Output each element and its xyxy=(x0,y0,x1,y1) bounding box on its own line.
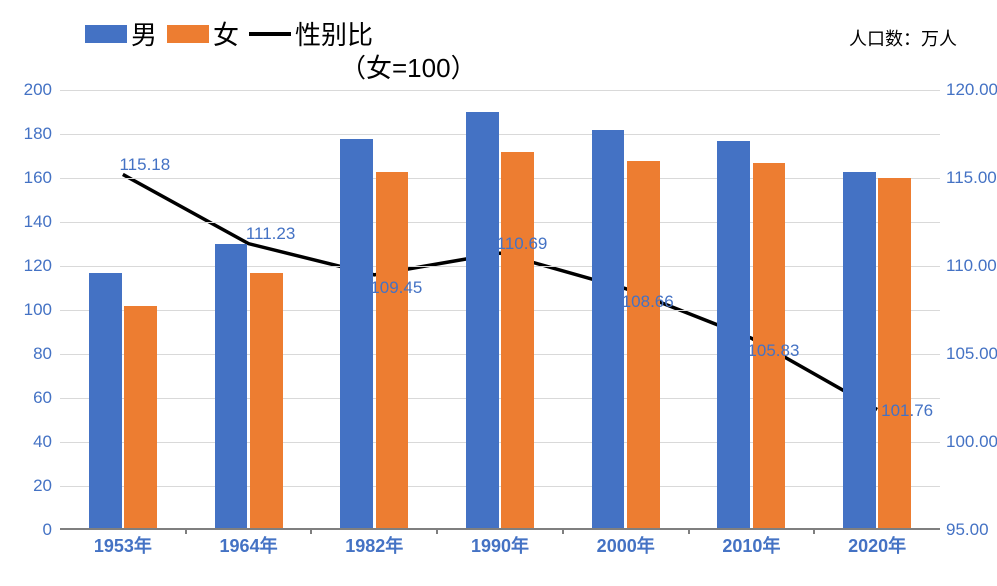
ratio-data-label: 108.66 xyxy=(622,292,674,312)
bar-male xyxy=(717,141,750,528)
legend-swatch-male xyxy=(85,25,127,43)
y1-tick-label: 80 xyxy=(12,344,52,364)
y1-tick-label: 140 xyxy=(12,212,52,232)
x-tick-mark xyxy=(562,528,564,534)
bar-female xyxy=(376,172,409,528)
y1-tick-label: 20 xyxy=(12,476,52,496)
legend: 男 女 性别比 xyxy=(85,15,373,52)
gridline xyxy=(60,486,940,487)
bar-male xyxy=(843,172,876,528)
x-tick-mark xyxy=(688,528,690,534)
ratio-data-label: 101.76 xyxy=(881,401,933,421)
bar-male xyxy=(89,273,122,528)
y2-tick-label: 110.00 xyxy=(946,256,996,276)
gridline xyxy=(60,442,940,443)
legend-item-female: 女 xyxy=(167,15,239,52)
x-tick-mark xyxy=(310,528,312,534)
x-tick-mark xyxy=(436,528,438,534)
y2-tick-label: 120.00 xyxy=(946,80,996,100)
y1-tick-label: 100 xyxy=(12,300,52,320)
x-tick-label: 1990年 xyxy=(471,532,529,558)
gridline xyxy=(60,398,940,399)
legend-swatch-female xyxy=(167,25,209,43)
y2-tick-label: 105.00 xyxy=(946,344,996,364)
x-tick-label: 2020年 xyxy=(848,532,906,558)
y2-tick-label: 115.00 xyxy=(946,168,996,188)
ratio-data-label: 115.18 xyxy=(119,155,170,175)
y1-tick-label: 180 xyxy=(12,124,52,144)
gridline xyxy=(60,222,940,223)
x-tick-label: 2010年 xyxy=(722,532,780,558)
plot-area: 02040608010012014016018020095.00100.0010… xyxy=(60,90,940,530)
legend-item-male: 男 xyxy=(85,15,157,52)
bar-male xyxy=(592,130,625,528)
bar-female xyxy=(627,161,660,528)
bar-female xyxy=(124,306,157,528)
gridline xyxy=(60,90,940,91)
bar-male xyxy=(215,244,248,528)
gridline xyxy=(60,266,940,267)
legend-item-ratio: 性别比 xyxy=(249,15,373,52)
y2-tick-label: 95.00 xyxy=(946,520,996,540)
y1-tick-label: 40 xyxy=(12,432,52,452)
legend-label-female: 女 xyxy=(213,15,239,52)
x-tick-label: 1953年 xyxy=(94,532,152,558)
ratio-data-label: 109.45 xyxy=(370,278,422,298)
x-tick-label: 2000年 xyxy=(597,532,655,558)
ratio-line xyxy=(60,90,940,528)
y2-tick-label: 100.00 xyxy=(946,432,996,452)
legend-swatch-ratio xyxy=(249,32,291,36)
ratio-data-label: 110.69 xyxy=(497,234,548,254)
bar-male xyxy=(340,139,373,528)
y1-tick-label: 120 xyxy=(12,256,52,276)
gridline xyxy=(60,354,940,355)
y1-tick-label: 0 xyxy=(12,520,52,540)
ratio-data-label: 111.23 xyxy=(246,224,295,244)
gridline xyxy=(60,178,940,179)
bar-female xyxy=(501,152,534,528)
y1-tick-label: 160 xyxy=(12,168,52,188)
chart-container: 男 女 性别比 （女=100） 人口数：万人 02040608010012014… xyxy=(0,0,997,586)
bar-male xyxy=(466,112,499,528)
y1-tick-label: 200 xyxy=(12,80,52,100)
x-tick-label: 1982年 xyxy=(345,532,403,558)
bar-female xyxy=(878,178,911,528)
bar-female xyxy=(250,273,283,528)
gridline xyxy=(60,310,940,311)
x-tick-mark xyxy=(185,528,187,534)
gridline xyxy=(60,134,940,135)
x-tick-mark xyxy=(813,528,815,534)
ratio-data-label: 105.83 xyxy=(747,341,799,361)
unit-label: 人口数：万人 xyxy=(849,25,957,51)
x-tick-label: 1964年 xyxy=(220,532,278,558)
chart-subtitle: （女=100） xyxy=(340,48,477,85)
legend-label-male: 男 xyxy=(131,15,157,52)
legend-label-ratio: 性别比 xyxy=(295,15,373,52)
y1-tick-label: 60 xyxy=(12,388,52,408)
